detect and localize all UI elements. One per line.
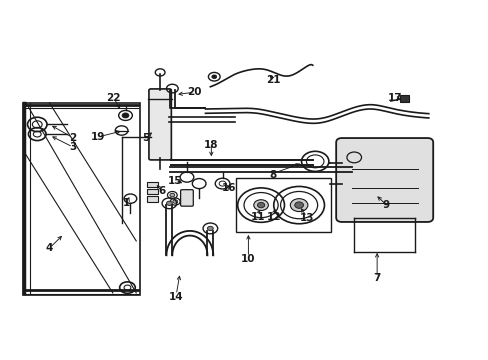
Circle shape bbox=[122, 113, 129, 118]
Bar bbox=[147, 182, 158, 187]
Text: 3: 3 bbox=[69, 142, 76, 152]
Text: 19: 19 bbox=[91, 132, 105, 142]
Text: 14: 14 bbox=[168, 292, 183, 302]
Text: 8: 8 bbox=[268, 170, 276, 180]
Circle shape bbox=[166, 201, 172, 206]
FancyBboxPatch shape bbox=[180, 190, 193, 206]
Text: 11: 11 bbox=[250, 212, 264, 221]
Text: 7: 7 bbox=[373, 273, 380, 283]
Circle shape bbox=[290, 199, 307, 212]
Text: 6: 6 bbox=[158, 186, 165, 197]
Text: 12: 12 bbox=[266, 212, 281, 221]
Text: 20: 20 bbox=[187, 87, 202, 97]
Text: 15: 15 bbox=[168, 176, 182, 186]
Bar bbox=[147, 196, 158, 202]
Bar bbox=[235, 178, 330, 232]
Text: 4: 4 bbox=[46, 243, 53, 253]
Text: 13: 13 bbox=[299, 213, 313, 222]
Text: 18: 18 bbox=[203, 140, 218, 150]
Text: 21: 21 bbox=[266, 75, 281, 85]
Circle shape bbox=[169, 193, 174, 197]
Text: 10: 10 bbox=[241, 254, 255, 264]
Circle shape bbox=[172, 200, 177, 203]
Circle shape bbox=[257, 202, 264, 208]
Bar bbox=[399, 95, 408, 102]
FancyBboxPatch shape bbox=[335, 138, 432, 222]
Text: 2: 2 bbox=[69, 133, 76, 143]
Circle shape bbox=[253, 200, 268, 211]
Text: 17: 17 bbox=[386, 93, 401, 103]
Circle shape bbox=[294, 202, 303, 208]
Text: 5: 5 bbox=[142, 133, 149, 143]
Bar bbox=[147, 189, 158, 194]
Text: 1: 1 bbox=[122, 198, 130, 208]
Circle shape bbox=[211, 75, 216, 78]
Text: 22: 22 bbox=[106, 93, 121, 103]
Circle shape bbox=[207, 226, 213, 230]
Bar bbox=[22, 103, 140, 295]
FancyBboxPatch shape bbox=[149, 89, 171, 160]
Text: 16: 16 bbox=[221, 183, 236, 193]
Text: 9: 9 bbox=[382, 200, 388, 210]
